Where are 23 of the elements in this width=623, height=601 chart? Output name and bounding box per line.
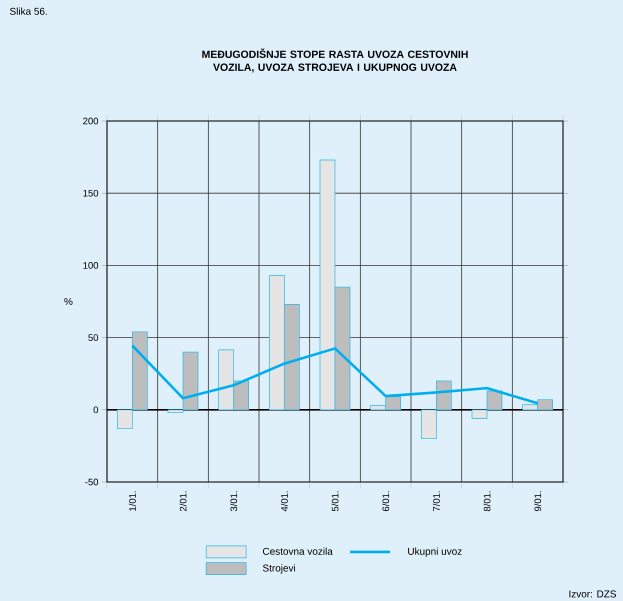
- x-tick-label: 5/01.: [332, 491, 338, 512]
- x-tick-label: 4/01.: [280, 491, 288, 512]
- x-tick-label: 2/01.: [180, 491, 186, 512]
- y-axis-title: %: [64, 298, 73, 305]
- line-series: [131, 344, 539, 405]
- y-tick-label: 200: [83, 118, 98, 124]
- text: Slika 56.: [10, 8, 47, 15]
- x-tick-label: 7/01.: [432, 491, 440, 512]
- x-tick-label: 1/01.: [128, 491, 136, 511]
- y-tick-label: -50: [85, 478, 98, 486]
- x-tick-label: 9/01.: [534, 491, 542, 512]
- legend-label: Ukupni uvoz: [408, 548, 462, 557]
- legend-label: Cestovna vozila: [262, 548, 333, 555]
- y-tick-label: 150: [83, 190, 98, 197]
- y-tick-label: 100: [83, 262, 98, 269]
- legend-label: Strojevi: [262, 564, 296, 574]
- x-tick-label: 6/01.: [382, 491, 390, 512]
- x-tick-label: 3/01.: [230, 491, 238, 512]
- y-tick-label: 0: [94, 406, 98, 414]
- y-tick-label: 50: [88, 334, 98, 341]
- text: Izvor: DZS: [569, 590, 616, 598]
- chart-title: MEĐUGODIŠNJE STOPE RASTA UVOZA CESTOVNIH VOZILA, UVOZA STROJEVA I UKUPNOG UVOZA: [202, 48, 468, 72]
- x-tick-label: 8/01.: [484, 491, 490, 512]
